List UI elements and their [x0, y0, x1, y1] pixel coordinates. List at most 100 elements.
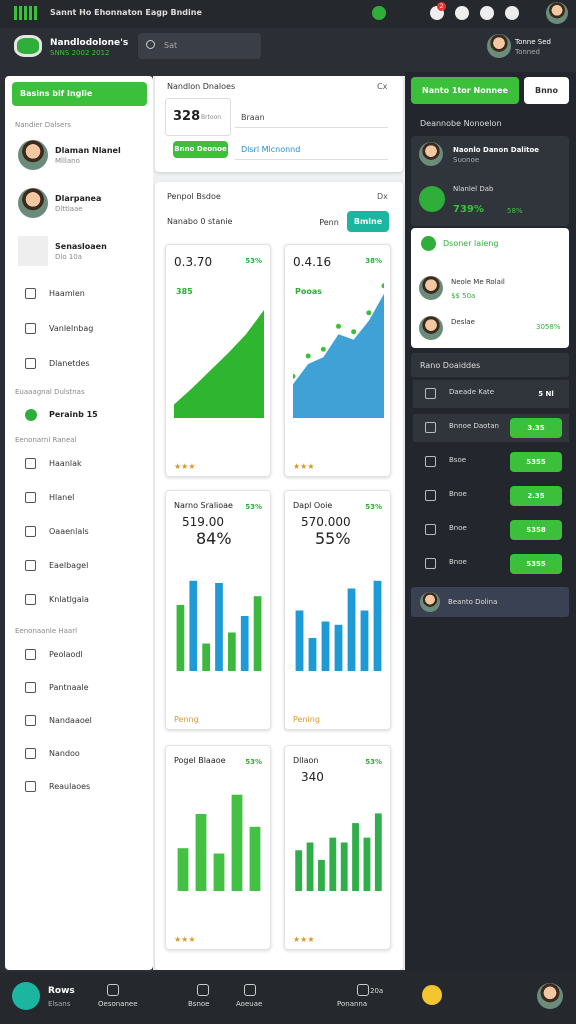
point [320, 346, 326, 352]
teal-button[interactable]: Bmlne [347, 211, 389, 232]
nav-item[interactable]: Nandoo [49, 749, 80, 758]
filter-button[interactable]: Penn [319, 218, 339, 227]
bottom-avatar[interactable] [537, 983, 563, 1009]
bar [308, 638, 317, 671]
mini-chart [295, 813, 382, 891]
icon[interactable] [505, 6, 519, 20]
mini-chart [177, 794, 261, 891]
emoji[interactable] [422, 985, 442, 1005]
row-value[interactable]: 3.35 [510, 418, 562, 438]
row-value[interactable]: 5355 [510, 554, 562, 574]
secondary-button[interactable]: Bnno [524, 77, 569, 104]
section-label: Eenonarnl Raneal [15, 436, 77, 444]
tab-label[interactable]: Oesonanee [98, 1000, 138, 1008]
user-avatar[interactable] [487, 34, 511, 58]
bar [295, 610, 304, 671]
bar [228, 632, 236, 671]
tab-icon[interactable] [107, 984, 119, 996]
app-name: Rows [48, 986, 75, 996]
primary-button[interactable]: Bnno Deonoe [173, 141, 228, 158]
icon[interactable] [372, 6, 386, 20]
card-title: Narno Sralioae [174, 501, 233, 510]
value-box [165, 98, 231, 136]
logo [14, 6, 38, 20]
contact-avatar[interactable] [18, 140, 48, 170]
tab-label[interactable]: Bsnoe [188, 1000, 210, 1008]
bar [240, 616, 249, 671]
bar [177, 848, 189, 891]
card-footer: ★★★ [174, 462, 196, 471]
bar [306, 842, 314, 891]
avatar[interactable] [546, 2, 568, 24]
person-sub: 3058% [536, 323, 561, 331]
nav-item[interactable]: Knlatlgala [49, 595, 89, 604]
icon[interactable] [455, 6, 469, 20]
contact-sub: Mlllano [55, 157, 80, 165]
card-title: Pogel Blaaoe [174, 756, 226, 765]
chart-card: Pogel Blaaoe 53% ★★★ [165, 745, 271, 950]
person-name: Neole Me Rolail [451, 278, 505, 286]
item-icon [25, 288, 36, 299]
tab-label[interactable]: Ponanna [337, 1000, 368, 1008]
nav-item[interactable]: Dlanetdes [49, 359, 90, 368]
profile-avatar [419, 142, 443, 166]
select[interactable] [235, 106, 388, 128]
cta-button[interactable]: Nanto 1tor Nonnee [411, 77, 519, 104]
nav-item[interactable]: Pantnaale [49, 683, 89, 692]
card-footer: Penng [174, 715, 199, 724]
mini-chart [295, 580, 382, 671]
row-value[interactable]: 5358 [510, 520, 562, 540]
tab-icon[interactable] [357, 984, 369, 996]
form-value: 328 [173, 109, 201, 124]
form-close: Cx [377, 82, 388, 91]
nav-item[interactable]: Oaaenlals [49, 527, 89, 536]
mini-chart [293, 283, 384, 418]
people-icon [421, 236, 436, 251]
tab-icon[interactable] [244, 984, 256, 996]
bar [352, 823, 359, 891]
item-icon [25, 358, 36, 369]
profile-card: Naonlo Danon Dalitoe Suonoe Nlanlel Dab 739… [411, 136, 569, 226]
nav-item[interactable]: Nandaaoel [49, 716, 92, 725]
person-avatar[interactable] [419, 276, 443, 300]
bar [373, 580, 382, 671]
point [336, 323, 341, 329]
chart-card: 0.3.70 53% 385 ★★★ [165, 244, 271, 477]
bar [189, 580, 198, 671]
bar [253, 596, 262, 671]
contact-name: Senasloaen [55, 242, 107, 251]
point [293, 373, 296, 379]
nav-item[interactable]: Reaulaoes [49, 782, 91, 791]
card-value: 340 [301, 770, 324, 784]
footer-avatar [420, 592, 440, 612]
row-value[interactable]: 5355 [510, 452, 562, 472]
contact-avatar[interactable] [18, 188, 48, 218]
contact-sub: Dlo 10a [55, 253, 83, 261]
icon[interactable] [480, 6, 494, 20]
item-icon [25, 748, 36, 759]
bar [329, 837, 337, 891]
panel-close: Dx [377, 192, 388, 201]
nav-item[interactable]: Hlanel [49, 493, 75, 502]
active-item[interactable]: Perainb 15 [49, 410, 98, 419]
tab-label[interactable]: Aoeuae [236, 1000, 263, 1008]
nav-item[interactable]: Vanlelnbag [49, 324, 94, 333]
row-value[interactable]: 2.35 [510, 486, 562, 506]
row-name: Bnoe [449, 490, 467, 498]
row-value[interactable]: 5 Nl [538, 390, 554, 398]
app-icon[interactable] [12, 982, 40, 1010]
contact-avatar[interactable] [18, 236, 48, 266]
nav-item[interactable]: Haamlen [49, 289, 85, 298]
bar [202, 643, 210, 671]
tab-icon[interactable] [197, 984, 209, 996]
nav-item[interactable]: Haanlak [49, 459, 82, 468]
new-button[interactable]: Basins bif Inglie [12, 82, 147, 106]
person-avatar[interactable] [419, 316, 443, 340]
card-value: 519.00 [182, 515, 224, 529]
card-pct: 38% [365, 257, 382, 265]
link-select[interactable] [235, 138, 388, 160]
search-box[interactable]: Sat [138, 33, 261, 59]
nav-item[interactable]: Eaelbagel [49, 561, 89, 570]
person-name: Deslae [451, 318, 475, 326]
nav-item[interactable]: Peolaodl [49, 650, 83, 659]
